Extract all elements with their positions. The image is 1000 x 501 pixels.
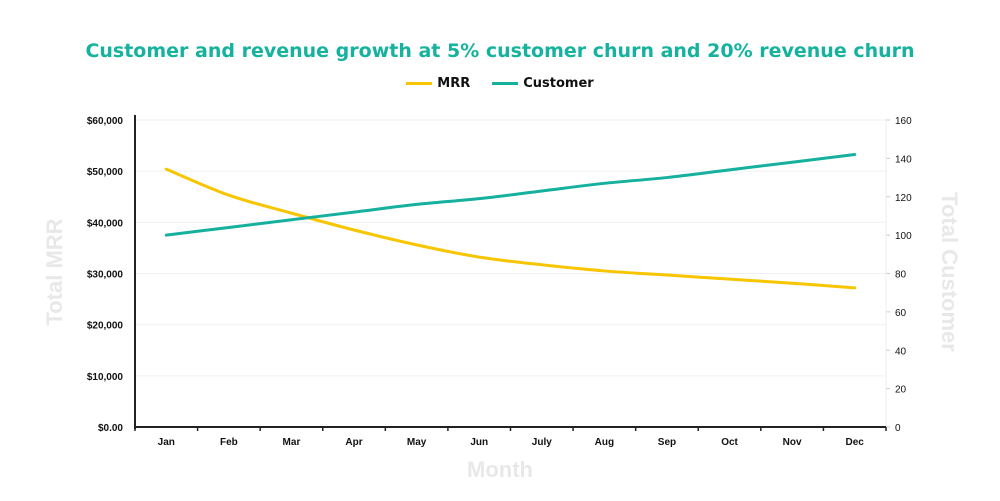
y-tick-label: $40,000 <box>87 218 124 229</box>
y-tick-label: $50,000 <box>87 167 124 178</box>
y2-tick-label: 140 <box>895 154 912 165</box>
y2-tick-label: 20 <box>895 385 907 396</box>
series-line-customer <box>164 153 857 237</box>
legend-item-customer[interactable]: Customer <box>492 76 594 91</box>
legend-swatch-customer <box>492 82 519 85</box>
y2-tick-label: 0 <box>895 423 901 434</box>
y-tick-label: $20,000 <box>87 321 124 332</box>
y-tick-label: $30,000 <box>87 270 124 281</box>
x-tick-label: Jan <box>158 437 175 448</box>
x-tick-label: May <box>407 437 427 448</box>
legend-item-mrr[interactable]: MRR <box>406 76 470 91</box>
y2-tick-label: 80 <box>895 270 907 281</box>
x-tick-label: Apr <box>345 437 362 448</box>
legend: MRR Customer <box>0 76 1000 91</box>
y2-tick-label: 160 <box>895 116 912 127</box>
series-line-mrr <box>164 167 857 290</box>
y-tick-label: $60,000 <box>87 116 124 127</box>
x-tick-label: Feb <box>220 437 238 448</box>
y-tick-label: $10,000 <box>87 372 124 383</box>
y2-axis-title: Total Customer <box>937 192 962 352</box>
y-axis-title: Total MRR <box>42 218 67 325</box>
y2-tick-label: 120 <box>895 193 912 204</box>
legend-label-mrr: MRR <box>437 76 471 91</box>
y-tick-label: $0.00 <box>98 423 123 434</box>
x-tick-label: Mar <box>283 437 301 448</box>
x-axis-title: Month <box>467 457 533 482</box>
x-tick-label: Dec <box>846 437 865 448</box>
legend-swatch-mrr <box>406 82 433 85</box>
x-tick-label: Nov <box>783 437 802 448</box>
x-tick-label: Oct <box>721 437 738 448</box>
y2-tick-label: 40 <box>895 346 907 357</box>
x-tick-label: Aug <box>595 437 614 448</box>
chart-title: Customer and revenue growth at 5% custom… <box>85 40 915 62</box>
legend-label-customer: Customer <box>523 76 594 91</box>
y2-tick-label: 100 <box>895 231 912 242</box>
x-tick-label: Sep <box>658 437 676 448</box>
x-tick-label: July <box>532 437 552 448</box>
y2-tick-label: 60 <box>895 308 907 319</box>
x-tick-label: Jun <box>470 437 488 448</box>
